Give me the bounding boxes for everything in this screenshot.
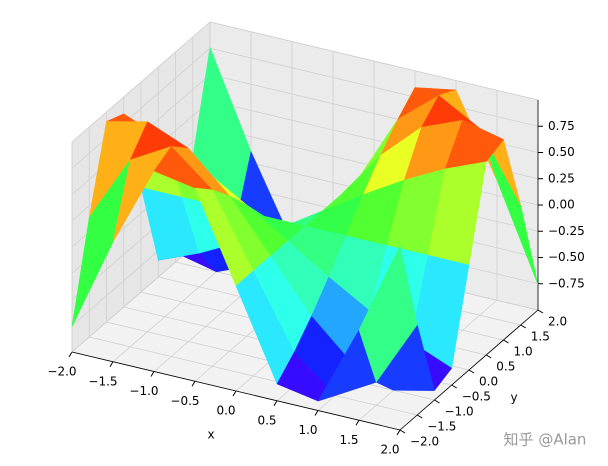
y-axis-label: y [510, 391, 517, 405]
y-tick-label: 0.0 [479, 375, 498, 389]
y-tick-label: −2.0 [410, 435, 439, 449]
y-tick [520, 324, 527, 329]
z-tick-label: 0.00 [548, 198, 575, 212]
surface-patch [358, 244, 418, 383]
x-tick-label: −2.0 [47, 365, 76, 379]
y-tick [503, 339, 509, 344]
watermark: 知乎 @Alan [504, 431, 587, 449]
x-tick [191, 380, 196, 387]
z-tick-label: −0.75 [548, 276, 585, 290]
y-tick [537, 309, 544, 314]
y-tick [468, 369, 475, 374]
x-tick-label: −1.5 [88, 374, 117, 388]
x-tick-label: 0.5 [257, 413, 276, 427]
x-tick-label: 1.0 [298, 423, 317, 437]
x-tick [396, 429, 401, 436]
x-axis-label: x [207, 428, 214, 442]
y-tick-label: 0.5 [496, 360, 515, 374]
x-tick-label: 0.0 [216, 404, 235, 418]
y-tick-label: 1.0 [514, 345, 533, 359]
y-tick [399, 429, 406, 434]
x-tick [355, 419, 360, 426]
x-tick [232, 390, 237, 397]
y-tick [451, 384, 458, 389]
y-tick-label: 1.5 [531, 330, 550, 344]
z-tick-label: 0.25 [548, 171, 575, 185]
z-tick-label: −0.50 [548, 250, 585, 264]
y-tick [434, 399, 440, 404]
z-tick-label: −0.25 [548, 224, 585, 238]
y-tick [416, 414, 423, 419]
y-tick-label: −1.0 [445, 405, 474, 419]
x-axis [71, 351, 401, 431]
z-tick-label: 0.75 [548, 119, 575, 133]
x-tick [109, 361, 114, 368]
x-tick [150, 371, 155, 377]
y-tick [485, 354, 492, 359]
x-tick [314, 410, 319, 416]
x-tick-label: 1.5 [339, 433, 358, 447]
z-tick-label: 0.50 [548, 145, 575, 159]
x-tick-label: −0.5 [170, 394, 199, 408]
x-tick [273, 400, 278, 407]
y-tick-label: −1.5 [427, 420, 456, 434]
x-tick-label: −1.0 [129, 384, 158, 398]
y-tick-label: −0.5 [462, 390, 491, 404]
y-tick-label: 2.0 [548, 315, 567, 329]
x-tick-label: 2.0 [380, 443, 399, 457]
y-axis [399, 309, 539, 431]
x-tick [68, 351, 73, 358]
